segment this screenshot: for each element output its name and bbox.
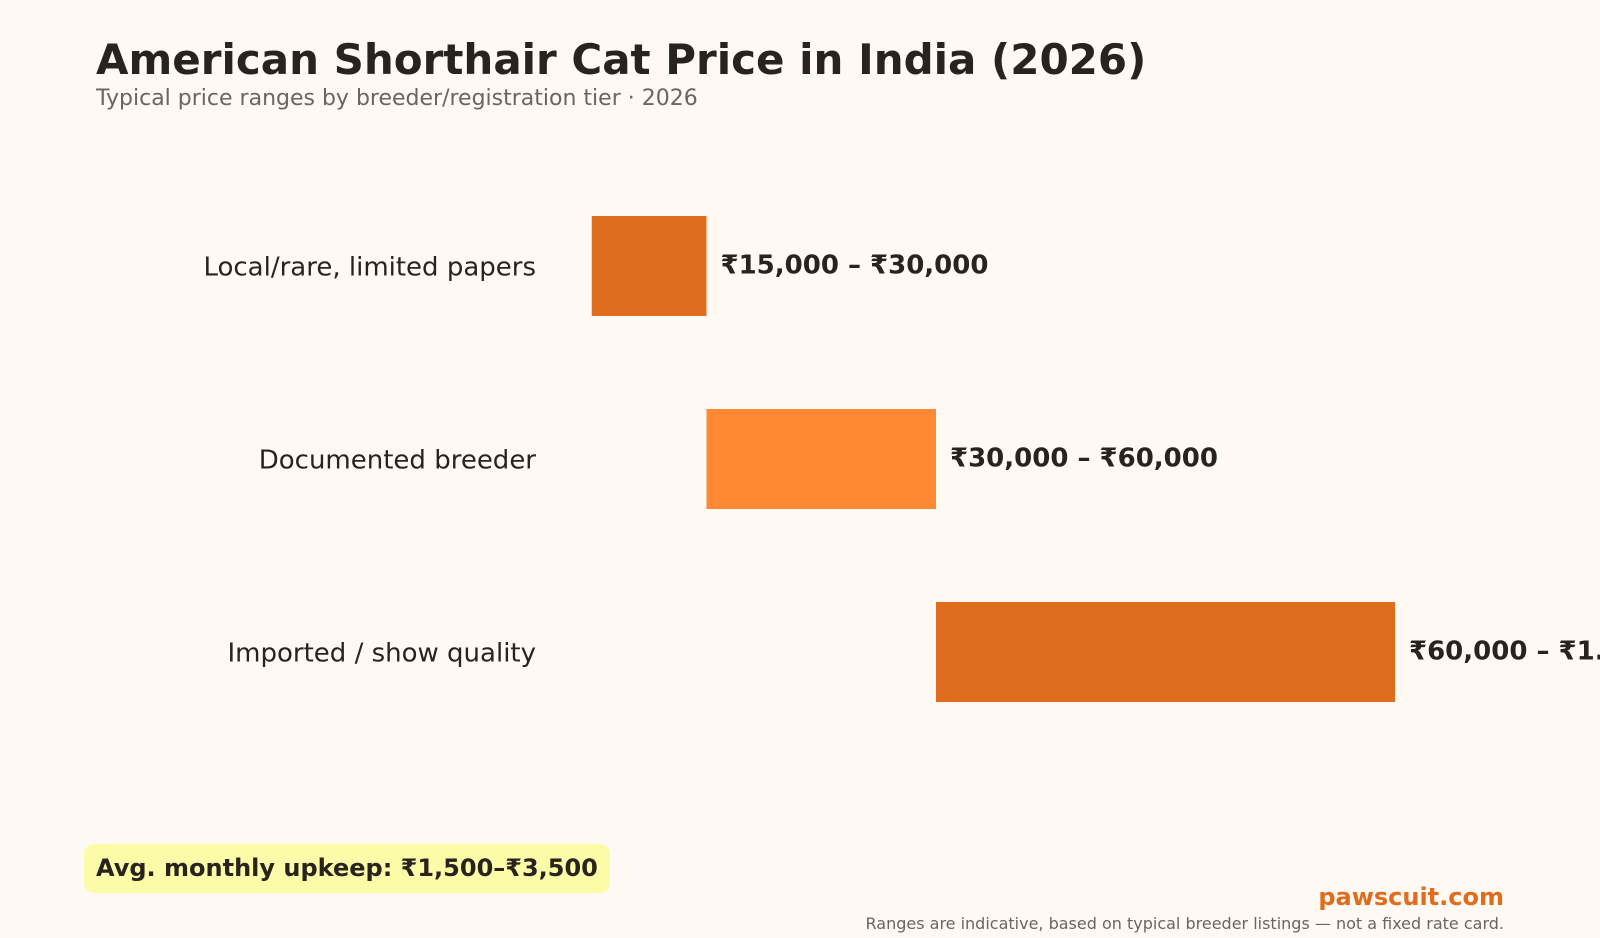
brand-link[interactable]: pawscuit.com: [1318, 883, 1504, 911]
category-label: Local/rare, limited papers: [203, 253, 536, 283]
category-label: Documented breeder: [259, 446, 537, 476]
range-value-label: ₹60,000 – ₹1.2L: [1409, 637, 1600, 667]
price-range-bar: [936, 602, 1395, 702]
chart-title: American Shorthair Cat Price in India (2…: [96, 35, 1147, 84]
category-label: Imported / show quality: [228, 639, 536, 669]
price-range-bar: [591, 216, 707, 316]
price-range-bar: [706, 409, 936, 509]
footnote: Ranges are indicative, based on typical …: [865, 914, 1505, 933]
range-value-label: ₹15,000 – ₹30,000: [721, 251, 989, 281]
chart-subtitle: Typical price ranges by breeder/registra…: [96, 86, 698, 111]
range-value-label: ₹30,000 – ₹60,000: [950, 444, 1218, 474]
upkeep-badge: Avg. monthly upkeep: ₹1,500–₹3,500: [84, 844, 610, 893]
